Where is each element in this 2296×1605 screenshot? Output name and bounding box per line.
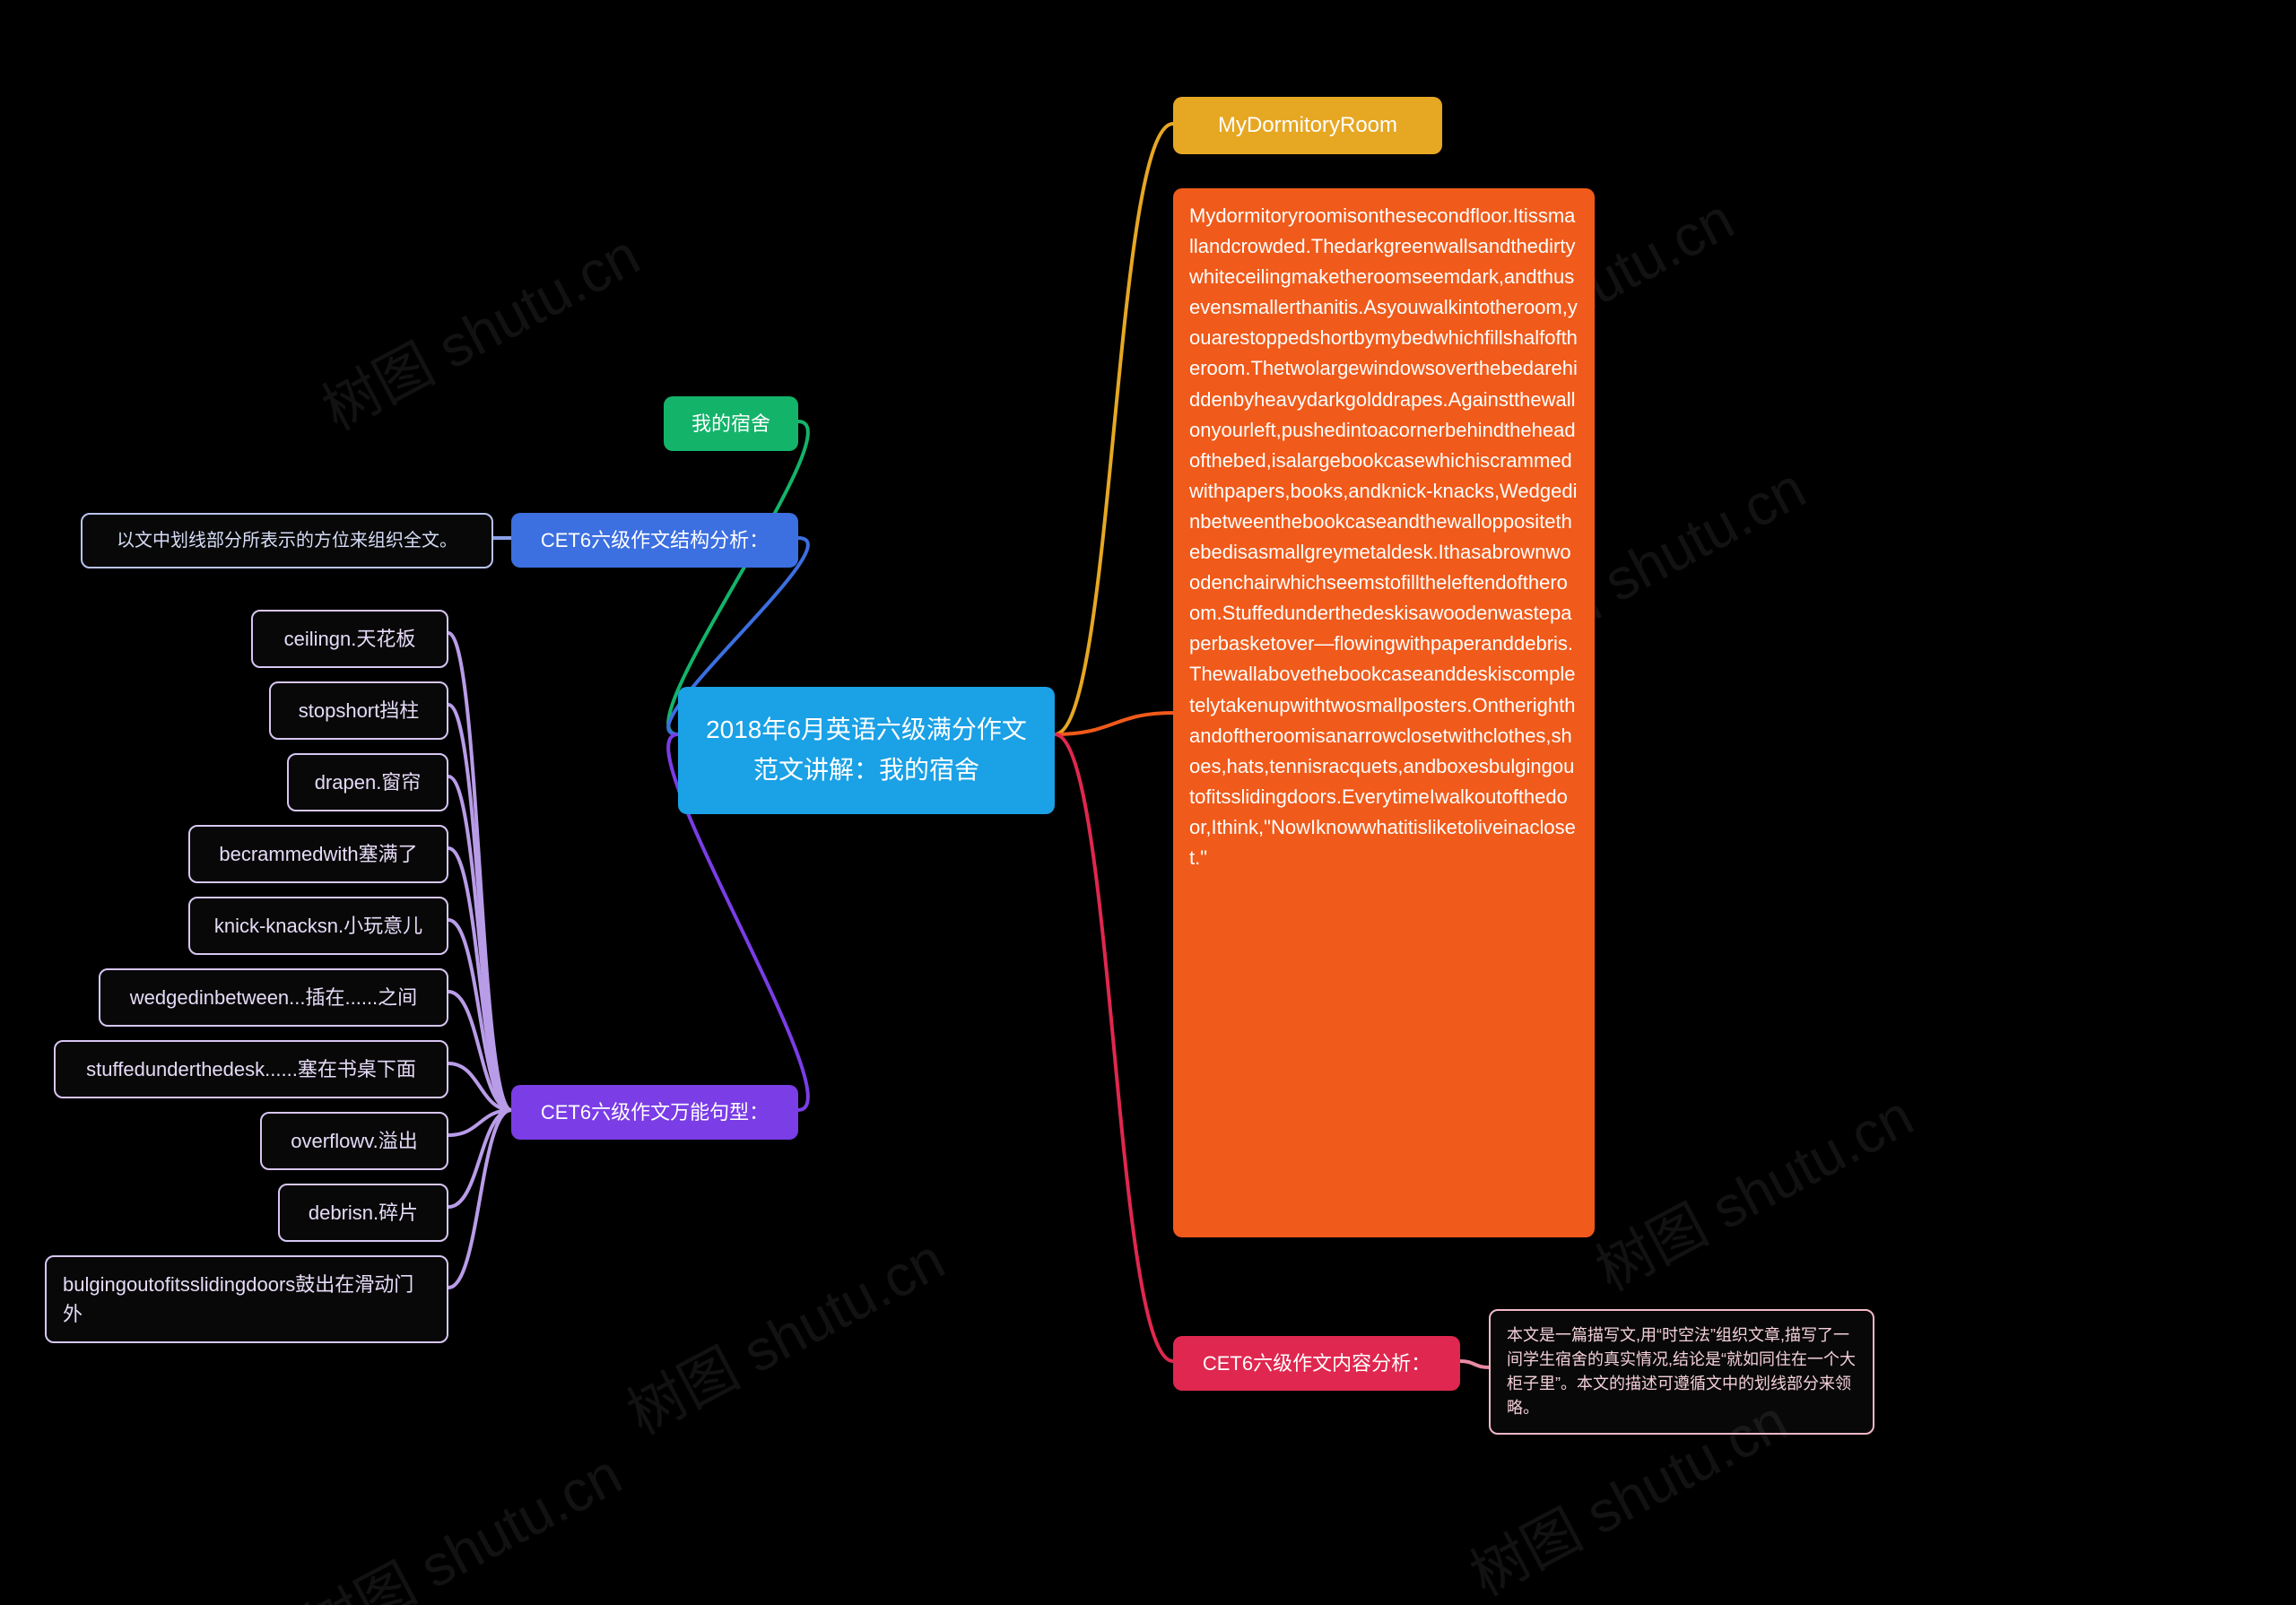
branch-title-en-label: MyDormitoryRoom [1218, 109, 1397, 142]
leaf-label: wedgedinbetween...插在......之间 [130, 983, 417, 1012]
center-node-label: 2018年6月英语六级满分作文范文讲解：我的宿舍 [705, 710, 1028, 791]
leaf-vocab-debris: debrisn.碎片 [278, 1184, 448, 1242]
leaf-content-note: 本文是一篇描写文,用“时空法”组织文章,描写了一间学生宿舍的真实情况,结论是“就… [1489, 1309, 1874, 1435]
essay-body-text: Mydormitoryroomisonthesecondfloor.Itissm… [1189, 201, 1578, 873]
leaf-structure-note: 以文中划线部分所表示的方位来组织全文。 [81, 513, 493, 568]
leaf-label: knick-knacksn.小玩意儿 [214, 911, 422, 941]
leaf-label: becrammedwith塞满了 [219, 839, 417, 869]
branch-structure: CET6六级作文结构分析： [511, 513, 798, 568]
leaf-vocab-drape: drapen.窗帘 [287, 753, 448, 811]
leaf-label: stuffedunderthedesk......塞在书桌下面 [86, 1054, 416, 1084]
center-node: 2018年6月英语六级满分作文范文讲解：我的宿舍 [678, 687, 1055, 814]
leaf-label: bulgingoutofitsslidingdoors鼓出在滑动门外 [63, 1270, 430, 1329]
leaf-content-note-label: 本文是一篇描写文,用“时空法”组织文章,描写了一间学生宿舍的真实情况,结论是“就… [1507, 1323, 1857, 1420]
leaf-label: drapen.窗帘 [315, 768, 422, 797]
leaf-vocab-overflow: overflowv.溢出 [260, 1112, 448, 1170]
branch-content-analysis: CET6六级作文内容分析： [1173, 1336, 1460, 1391]
leaf-vocab-wedged: wedgedinbetween...插在......之间 [99, 968, 448, 1027]
branch-mydorm-cn-label: 我的宿舍 [691, 409, 770, 438]
branch-mydorm-cn: 我的宿舍 [664, 396, 798, 451]
branch-pattern-label: CET6六级作文万能句型： [541, 1097, 769, 1127]
essay-body: Mydormitoryroomisonthesecondfloor.Itissm… [1173, 188, 1595, 1237]
leaf-label: overflowv.溢出 [291, 1126, 417, 1156]
leaf-label: debrisn.碎片 [309, 1198, 418, 1228]
leaf-structure-note-label: 以文中划线部分所表示的方位来组织全文。 [117, 527, 457, 554]
leaf-vocab-stopshort: stopshort挡柱 [269, 681, 448, 740]
leaf-vocab-ceiling: ceilingn.天花板 [251, 610, 448, 668]
branch-title-en: MyDormitoryRoom [1173, 97, 1442, 154]
leaf-vocab-bulging: bulgingoutofitsslidingdoors鼓出在滑动门外 [45, 1255, 448, 1343]
leaf-vocab-knickknacks: knick-knacksn.小玩意儿 [188, 897, 448, 955]
leaf-vocab-stuffed: stuffedunderthedesk......塞在书桌下面 [54, 1040, 448, 1098]
branch-content-label: CET6六级作文内容分析： [1203, 1349, 1431, 1378]
leaf-label: stopshort挡柱 [299, 696, 420, 725]
branch-structure-label: CET6六级作文结构分析： [541, 525, 769, 555]
branch-pattern: CET6六级作文万能句型： [511, 1085, 798, 1140]
leaf-vocab-crammed: becrammedwith塞满了 [188, 825, 448, 883]
leaf-label: ceilingn.天花板 [284, 624, 416, 654]
